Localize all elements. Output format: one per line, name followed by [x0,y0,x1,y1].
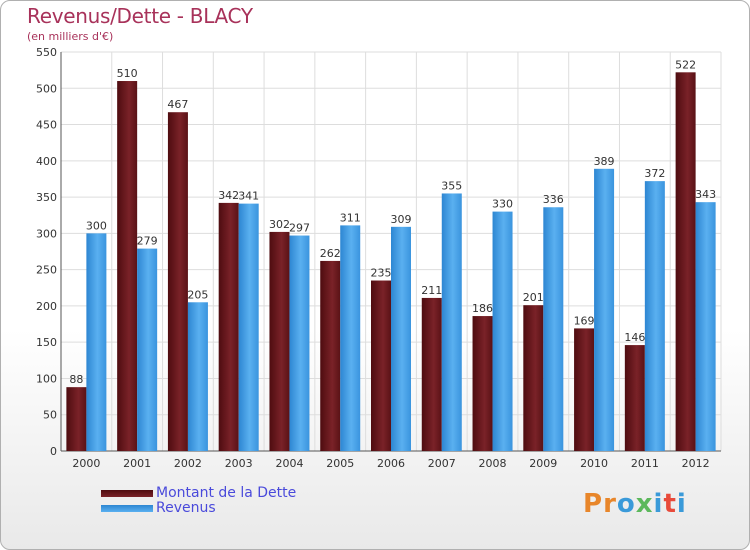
data-label-dette: 467 [167,98,188,111]
y-tick-label: 200 [36,300,57,313]
x-tick-label: 2005 [326,457,354,470]
data-label-revenus: 309 [391,213,412,226]
data-label-revenus: 279 [137,235,158,248]
bar-revenus [492,211,513,451]
bar-revenus [391,226,411,451]
data-label-revenus: 330 [492,198,513,211]
x-tick-label: 2011 [631,457,659,470]
data-label-dette: 342 [218,189,239,202]
bar-revenus [340,225,361,451]
legend-label-revenus: Revenus [156,500,216,516]
data-label-dette: 88 [69,373,83,386]
logo-letter: i [653,489,664,519]
logo-letter: P [583,489,604,519]
bar-dette [66,387,87,451]
bar-revenus [644,181,665,451]
bar-dette [472,316,493,451]
data-label-dette: 146 [624,331,645,344]
bar-dette [218,202,239,451]
logo-letter: i [676,489,687,519]
bar-dette [117,81,138,451]
x-tick-label: 2004 [275,457,303,470]
bar-revenus [594,168,615,451]
bar-dette [371,280,391,451]
bars [66,72,716,452]
x-tick-label: 2007 [428,457,456,470]
bar-revenus [289,235,310,451]
y-tick-label: 300 [36,227,57,240]
legend-swatch-revenus [101,505,153,512]
data-label-dette: 186 [472,302,493,315]
x-tick-label: 2002 [174,457,202,470]
bar-revenus [543,207,564,451]
proxiti-logo: Proxiti [583,489,687,519]
data-label-revenus: 355 [441,179,462,192]
x-tick-label: 2010 [580,457,608,470]
x-tick-label: 2008 [479,457,507,470]
bar-revenus [441,193,462,452]
y-tick-label: 100 [36,372,57,385]
y-tick-label: 450 [36,119,57,132]
legend-swatch-dette [101,490,153,497]
data-label-revenus: 300 [86,219,107,232]
data-label-dette: 235 [371,267,392,280]
y-tick-label: 50 [43,409,57,422]
x-tick-label: 2000 [72,457,100,470]
data-label-revenus: 372 [644,167,665,180]
data-label-dette: 211 [421,284,442,297]
bar-revenus [238,203,259,451]
logo-letter: x [635,489,654,519]
bar-dette [675,72,696,451]
x-tick-label: 2009 [529,457,557,470]
y-tick-label: 150 [36,336,57,349]
logo-letter: o [616,489,636,519]
data-label-revenus: 311 [340,211,361,224]
chart-title: Revenus/Dette - BLACY [27,4,253,28]
data-label-revenus: 205 [187,288,208,301]
x-tick-label: 2006 [377,457,405,470]
legend-label-dette: Montant de la Dette [156,485,297,501]
bar-dette [523,305,544,451]
logo-letter: r [603,489,617,519]
y-tick-label: 550 [36,46,57,59]
bar-dette [421,297,442,451]
y-tick-label: 400 [36,155,57,168]
x-tick-label: 2012 [682,457,710,470]
chart-subtitle: (en milliers d'€) [27,30,114,43]
data-label-dette: 302 [269,218,290,231]
y-tick-label: 250 [36,264,57,277]
data-label-revenus: 389 [594,155,615,168]
logo-letter: t [663,489,677,519]
y-tick-label: 350 [36,191,57,204]
data-label-revenus: 297 [289,222,310,235]
bar-dette [574,328,595,451]
data-label-dette: 201 [523,291,544,304]
x-tick-label: 2003 [225,457,253,470]
data-label-revenus: 336 [543,193,564,206]
data-label-dette: 262 [320,247,341,260]
bar-revenus [137,248,158,451]
data-label-dette: 169 [574,314,595,327]
x-tick-label: 2001 [123,457,151,470]
bar-dette [320,260,341,451]
bar-revenus [86,233,107,451]
bar-revenus [187,302,208,451]
data-label-dette: 510 [117,67,138,80]
bar-dette [624,345,645,451]
bar-dette [269,231,290,451]
y-tick-label: 0 [50,445,57,458]
data-label-revenus: 341 [238,190,259,203]
y-tick-label: 500 [36,82,57,95]
bar-revenus [695,202,716,451]
data-label-revenus: 343 [695,188,716,201]
bar-dette [167,112,188,451]
data-label-dette: 522 [675,58,696,71]
